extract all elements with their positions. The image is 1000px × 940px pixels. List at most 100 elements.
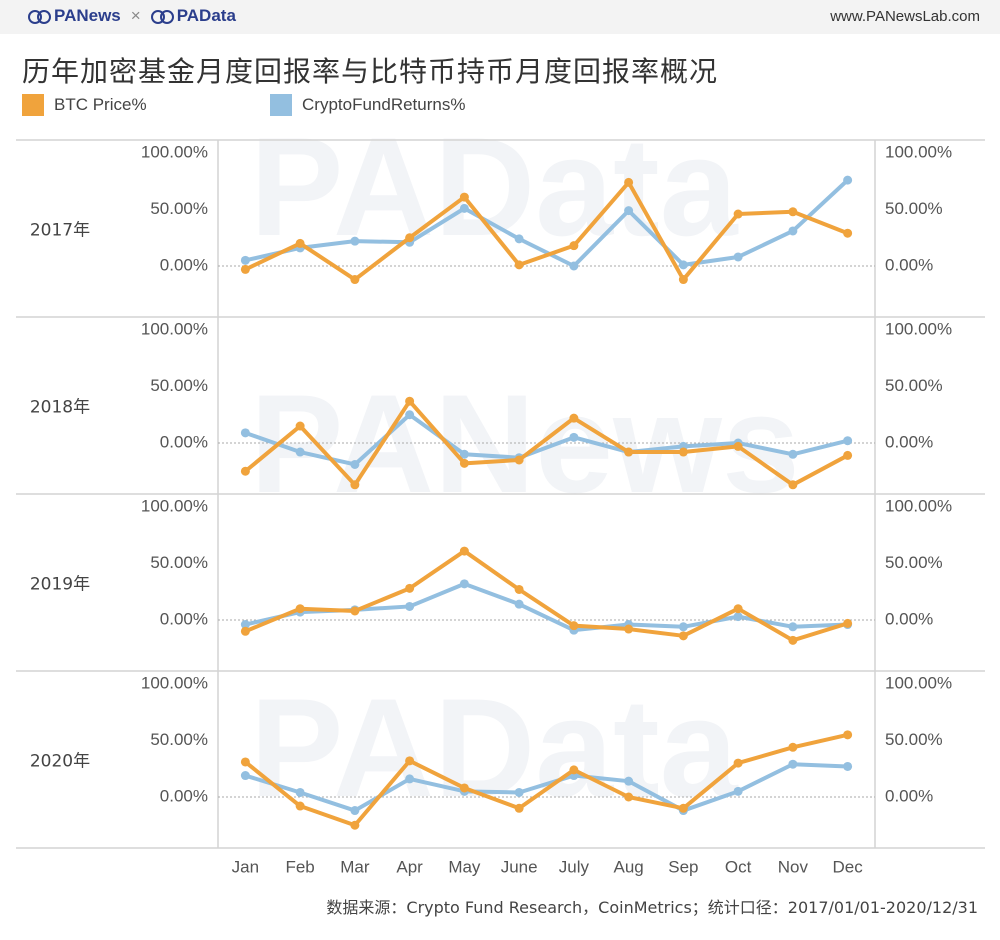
x-tick-label: July <box>559 857 590 876</box>
y-tick-label-left: 0.00% <box>160 432 208 451</box>
data-point-fund <box>514 234 524 244</box>
x-tick-label: Mar <box>340 857 370 876</box>
data-point-btc <box>569 765 579 775</box>
data-point-fund <box>624 776 634 786</box>
data-point-btc <box>788 480 798 490</box>
data-point-fund <box>514 787 524 797</box>
data-point-fund <box>788 449 798 459</box>
brand-padata: PAData <box>176 6 236 25</box>
data-point-fund <box>240 620 250 630</box>
data-point-fund <box>514 599 524 609</box>
x-tick-label: May <box>448 857 481 876</box>
legend-item-fund: CryptoFundReturns% <box>270 94 465 116</box>
data-point-btc <box>295 604 305 614</box>
series-line-btc <box>243 399 850 487</box>
panel-2020: 2020年 100.00% 100.00% 50.00% 50.00% 0.00% 0.00… <box>16 673 985 849</box>
data-point-btc <box>624 624 634 634</box>
data-point-btc <box>733 209 743 219</box>
data-point-btc <box>459 458 469 468</box>
data-point-fund <box>405 410 415 420</box>
y-tick-label-right: 0.00% <box>885 609 933 628</box>
y-tick-label-right: 100.00% <box>885 142 952 161</box>
data-point-btc <box>459 192 469 202</box>
x-tick-label: Dec <box>833 857 864 876</box>
data-point-btc <box>678 275 688 285</box>
data-point-btc <box>350 275 360 285</box>
data-point-btc <box>843 228 853 238</box>
data-point-btc <box>514 584 524 594</box>
source-note: 数据来源：Crypto Fund Research，CoinMetrics；统计… <box>326 898 978 917</box>
y-tick-label-right: 0.00% <box>885 786 933 805</box>
data-point-btc <box>678 631 688 641</box>
data-point-fund <box>843 175 853 185</box>
data-point-fund <box>788 622 798 632</box>
legend-label-btc: BTC Price% <box>54 95 147 114</box>
data-point-btc <box>240 264 250 274</box>
data-point-fund <box>733 252 743 262</box>
y-tick-label-left: 0.00% <box>160 609 208 628</box>
data-point-fund <box>240 428 250 438</box>
data-point-btc <box>843 450 853 460</box>
x-tick-label: Apr <box>396 857 423 876</box>
data-point-btc <box>624 447 634 457</box>
y-tick-label-left: 100.00% <box>141 142 208 161</box>
data-point-btc <box>569 413 579 423</box>
year-label: 2020年 <box>30 752 90 772</box>
x-tick-label: Jan <box>232 857 259 876</box>
data-point-btc <box>569 621 579 631</box>
data-point-btc <box>514 803 524 813</box>
y-tick-label-left: 50.00% <box>150 376 208 395</box>
site-url: www.PANewsLab.com <box>830 8 980 25</box>
y-tick-label-left: 100.00% <box>141 673 208 692</box>
data-point-fund <box>405 601 415 611</box>
data-point-fund <box>733 612 743 622</box>
data-point-btc <box>459 783 469 793</box>
legend: BTC Price% CryptoFundReturns% <box>22 94 722 120</box>
data-point-btc <box>405 233 415 243</box>
data-point-btc <box>788 207 798 217</box>
data-point-btc <box>843 618 853 628</box>
data-point-fund <box>240 255 250 265</box>
x-tick-label: Nov <box>778 857 809 876</box>
x-tick-label: Sep <box>668 857 698 876</box>
data-point-fund <box>678 260 688 270</box>
legend-label-fund: CryptoFundReturns% <box>302 95 466 114</box>
data-point-btc <box>624 177 634 187</box>
top-bar: PANews × PAData www.PANewsLab.com <box>0 0 1000 34</box>
series-line-btc <box>243 549 850 643</box>
x-tick-label: Feb <box>285 857 314 876</box>
brand-logos: PANews × PAData <box>28 6 236 26</box>
x-tick-label: Aug <box>614 857 644 876</box>
panel-2019: 2019年 100.00% 100.00% 50.00% 50.00% 0.00% 0.00… <box>16 496 985 672</box>
brand-separator: × <box>130 6 141 25</box>
legend-swatch-fund <box>270 94 292 116</box>
data-point-fund <box>788 226 798 236</box>
x-tick-label: Oct <box>725 857 752 876</box>
x-tick-label: June <box>501 857 538 876</box>
data-point-btc <box>295 421 305 431</box>
data-point-btc <box>240 626 250 636</box>
data-point-btc <box>733 604 743 614</box>
y-tick-label-right: 0.00% <box>885 432 933 451</box>
panel-2018: 2018年 100.00% 100.00% 50.00% 50.00% 0.00% 0.00… <box>16 319 985 495</box>
data-point-btc <box>405 583 415 593</box>
data-point-fund <box>569 432 579 442</box>
series-line-btc <box>243 732 850 828</box>
y-tick-label-right: 100.00% <box>885 496 952 515</box>
y-tick-label-right: 50.00% <box>885 199 943 218</box>
data-point-btc <box>678 447 688 457</box>
data-point-btc <box>350 480 360 490</box>
data-point-btc <box>788 635 798 645</box>
y-tick-label-right: 0.00% <box>885 255 933 274</box>
year-label: 2019年 <box>30 575 90 595</box>
data-point-fund <box>788 759 798 769</box>
y-tick-label-left: 50.00% <box>150 199 208 218</box>
data-point-fund <box>459 203 469 213</box>
panews-logo-icon <box>28 9 51 24</box>
data-point-btc <box>514 455 524 465</box>
series-line-fund <box>243 178 850 268</box>
y-tick-label-right: 50.00% <box>885 553 943 572</box>
data-point-btc <box>843 730 853 740</box>
brand-panews: PANews <box>54 6 121 25</box>
